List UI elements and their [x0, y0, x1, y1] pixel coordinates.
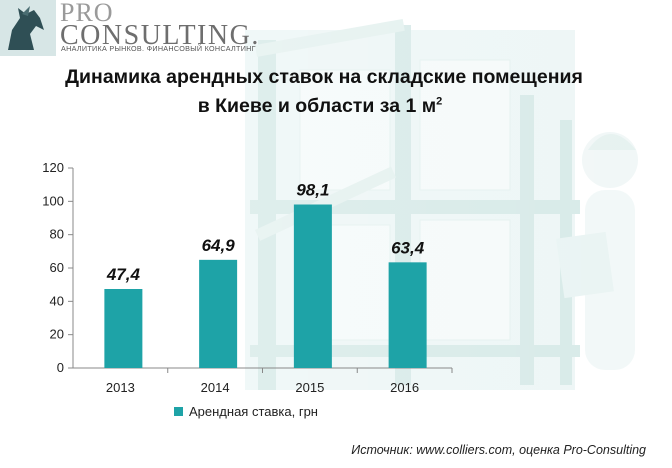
x-tick-label: 2015	[295, 380, 324, 395]
bar	[293, 204, 332, 368]
data-label: 63,4	[391, 238, 425, 257]
y-tick-label: 0	[57, 360, 64, 375]
bar	[199, 259, 238, 368]
legend-label: Арендная ставка, грн	[189, 404, 318, 419]
chart-title-line2-text: в Киеве и области за 1 м	[197, 95, 437, 117]
data-label: 98,1	[296, 181, 329, 200]
logo-consulting-text: CONSULTING.	[60, 20, 260, 51]
y-tick-label: 120	[42, 160, 64, 175]
chart-title-line2: в Киеве и области за 1 м2	[0, 95, 656, 118]
y-tick-label: 80	[50, 227, 64, 242]
y-tick-label: 40	[50, 293, 64, 308]
chart-title-superscript: 2	[436, 95, 443, 108]
chart-title-line1: Динамика арендных ставок на складские по…	[65, 66, 583, 88]
bar	[388, 262, 427, 368]
bar	[104, 289, 143, 368]
legend-swatch	[174, 407, 183, 416]
horse-logo-icon	[0, 0, 56, 56]
x-tick-label: 2013	[106, 380, 135, 395]
y-tick-label: 100	[42, 193, 64, 208]
y-tick-label: 20	[50, 327, 64, 342]
logo-tagline: АНАЛИТИКА РЫНКОВ. ФИНАНСОВЫЙ КОНСАЛТИНГ	[61, 44, 256, 53]
x-tick-label: 2016	[390, 380, 419, 395]
data-label: 64,9	[202, 236, 236, 255]
chart-legend: Арендная ставка, грн	[174, 404, 318, 419]
x-tick-label: 2014	[201, 380, 230, 395]
logo-pro-text: PRO	[60, 0, 114, 27]
source-note: Источник: www.colliers.com, оценка Pro-C…	[351, 443, 646, 457]
data-label: 47,4	[106, 265, 141, 284]
pro-consulting-logo: PRO CONSULTING. АНАЛИТИКА РЫНКОВ. ФИНАНС…	[0, 0, 258, 58]
y-tick-label: 60	[50, 260, 64, 275]
